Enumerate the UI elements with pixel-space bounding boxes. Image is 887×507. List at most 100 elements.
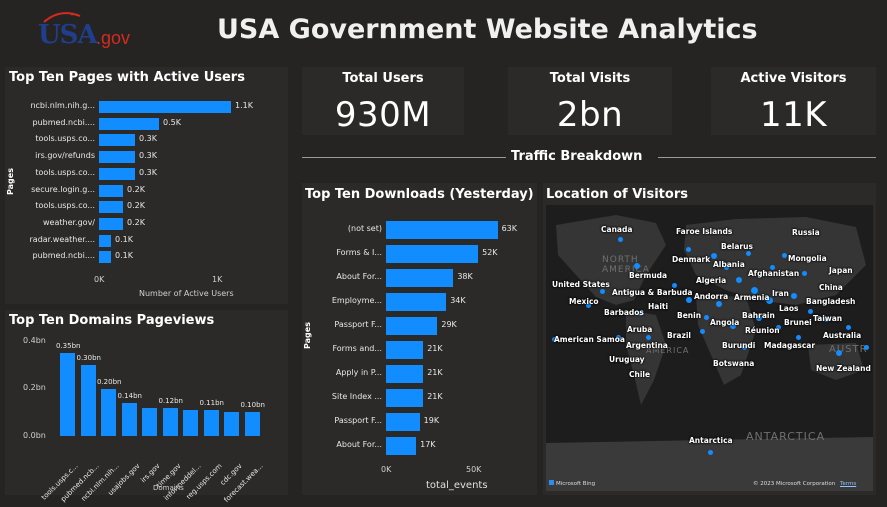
section-title: Traffic Breakdown: [511, 149, 643, 164]
top-pages-xlabel: Number of Active Users: [139, 289, 234, 298]
bar: [99, 101, 231, 113]
kpi-active-visitors: Active Visitors 11K: [711, 67, 876, 135]
map-country-label: Antigua & Barbuda: [612, 288, 693, 297]
map-country-label: Brazil: [667, 331, 691, 340]
visitor-location-dot[interactable]: [672, 283, 677, 288]
visitor-location-dot[interactable]: [686, 247, 691, 252]
visitor-location-dot[interactable]: [782, 253, 787, 258]
map-country-label: Aruba: [627, 325, 653, 334]
data-label: 17K: [420, 440, 436, 449]
logo-swoosh-icon: [43, 12, 81, 23]
visitor-location-dot[interactable]: [730, 323, 736, 329]
data-label: 0.3K: [139, 167, 157, 177]
top-pages-panel: Top Ten Pages with Active Users Pages nc…: [5, 67, 288, 304]
top-domains-title: Top Ten Domains Pageviews: [9, 313, 215, 328]
visitor-location-dot[interactable]: [742, 345, 747, 350]
bar: [244, 412, 260, 436]
visitor-location-dot[interactable]: [824, 317, 829, 322]
visitor-location-dot[interactable]: [770, 265, 775, 270]
map-country-label: China: [819, 283, 843, 292]
visitor-location-dot[interactable]: [791, 293, 797, 299]
visitor-location-dot[interactable]: [616, 335, 621, 340]
data-label: 21K: [427, 368, 443, 377]
visitor-location-dot[interactable]: [586, 303, 591, 308]
downloads-xlabel: total_events: [426, 480, 488, 491]
visitor-location-dot[interactable]: [638, 311, 643, 316]
map-country-label: United States: [552, 280, 610, 289]
visitor-location-dot[interactable]: [600, 289, 605, 294]
category-label: Forms & I...: [336, 248, 382, 257]
visitor-location-dot[interactable]: [751, 287, 758, 294]
category-label: About For...: [336, 272, 382, 281]
visitor-location-dot[interactable]: [724, 265, 729, 270]
bar: [386, 413, 420, 431]
visitor-location-dot[interactable]: [634, 263, 640, 269]
visitor-location-dot[interactable]: [766, 297, 773, 304]
visitor-location-dot[interactable]: [796, 335, 801, 340]
visitor-location-dot[interactable]: [756, 315, 762, 321]
data-label: 0.14bn: [117, 391, 142, 400]
category-label: radar.weather....: [29, 234, 96, 244]
visitor-location-dot[interactable]: [686, 297, 692, 303]
visitor-location-dot[interactable]: [864, 345, 869, 350]
bar: [99, 184, 123, 197]
map-country-label: Faroe Islands: [676, 227, 733, 236]
bar: [386, 317, 438, 335]
map-terms-link[interactable]: Terms: [840, 481, 857, 487]
visitor-location-dot[interactable]: [711, 253, 717, 259]
map-country-label: Argentina: [626, 341, 668, 350]
map-country-label: Bahrain: [742, 311, 775, 320]
map-country-label: Bermuda: [629, 271, 668, 280]
data-label: 0.3K: [139, 151, 157, 161]
logo-gov: .gov: [96, 28, 131, 48]
data-label: 63K: [501, 224, 518, 233]
visitor-location-dot[interactable]: [716, 301, 722, 307]
visitor-location-dot[interactable]: [708, 450, 713, 455]
visitor-location-dot[interactable]: [552, 337, 557, 342]
data-label: 1.1K: [235, 101, 253, 110]
map-country-label: Madagascar: [764, 341, 816, 350]
map-country-label: Haiti: [648, 302, 669, 311]
map-country-label: Andorra: [694, 292, 729, 301]
downloads-xtick-1: 50K: [466, 465, 482, 474]
map-region-label: ANTARCTICA: [746, 430, 826, 443]
visitor-location-dot[interactable]: [776, 325, 781, 330]
visitor-location-dot[interactable]: [704, 315, 709, 320]
page-title: USA Government Website Analytics: [217, 14, 758, 45]
visitor-location-dot[interactable]: [746, 251, 751, 256]
bar: [99, 134, 135, 147]
visitor-location-dot[interactable]: [802, 271, 807, 276]
bar: [386, 389, 424, 407]
visitor-location-dot[interactable]: [836, 350, 842, 356]
bar: [386, 341, 424, 359]
bar: [386, 365, 424, 383]
category-label: Apply in P...: [335, 368, 382, 377]
top-pages-xtick-1: 1K: [212, 275, 223, 284]
usa-gov-logo: USA .gov: [30, 10, 150, 52]
bar: [162, 407, 178, 436]
category-label: Site Index ...: [331, 392, 382, 401]
visitor-location-dot[interactable]: [808, 309, 813, 314]
map-country-label: Barbados: [604, 308, 644, 317]
top-pages-xtick-0: 0K: [94, 275, 105, 284]
map-country-label: Botswana: [713, 359, 755, 368]
bar: [386, 245, 479, 263]
data-label: 21K: [427, 344, 443, 353]
kpi-active-visitors-value: 11K: [759, 95, 828, 135]
category-label: pubmed.ncbi....: [32, 251, 95, 261]
data-label: 0.1K: [115, 251, 133, 261]
category-label: tools.usps.co...: [35, 134, 95, 144]
visitor-location-dot[interactable]: [846, 325, 851, 330]
map-country-label: Albania: [713, 260, 745, 269]
map-country-label: Denmark: [672, 255, 711, 264]
visitor-location-dot[interactable]: [646, 335, 651, 340]
map-region-label: NORTH: [602, 255, 639, 265]
visitor-location-dot[interactable]: [700, 329, 705, 334]
world-map[interactable]: NORTH AMERICA AMERICA ANTARCTICA AUSTR Canad…: [546, 205, 873, 491]
top-pages-title: Top Ten Pages with Active Users: [9, 70, 245, 85]
map-country-label: Australia: [823, 331, 862, 340]
top-domains-chart: 0.35bn tools.usps.c... 0.30bn pubmed.ncb...…: [5, 310, 288, 504]
visitor-location-dot[interactable]: [736, 277, 742, 283]
bing-logo: Microsoft Bing: [549, 480, 595, 487]
visitor-location-dot[interactable]: [618, 237, 623, 242]
